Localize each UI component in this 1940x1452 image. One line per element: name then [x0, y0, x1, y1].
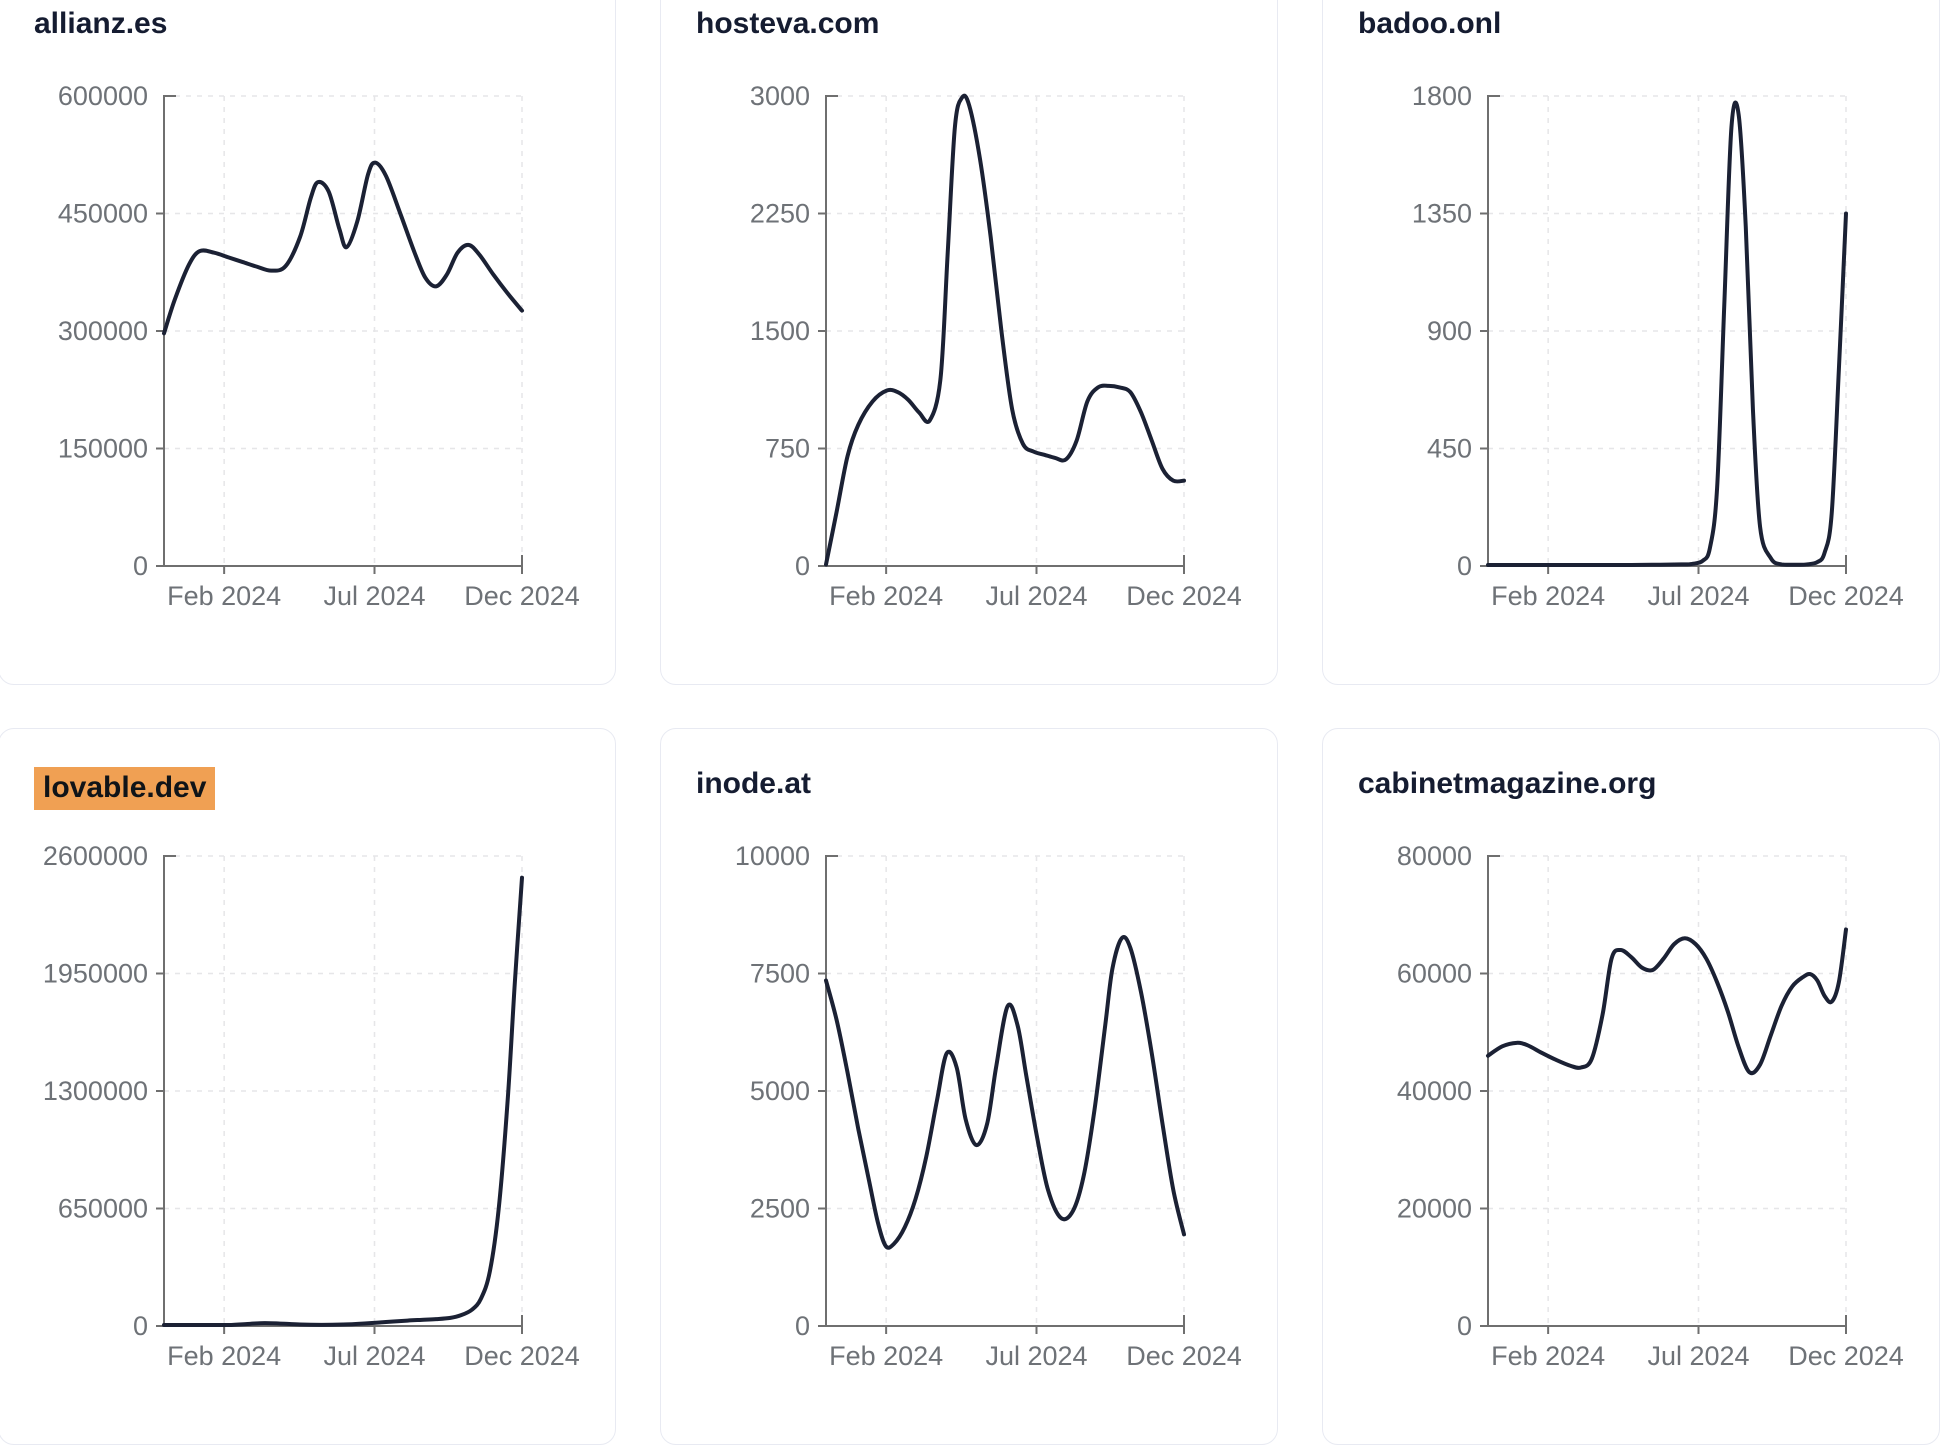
chart-title: lovable.dev: [34, 767, 216, 810]
svg-text:650000: 650000: [58, 1194, 148, 1224]
svg-text:0: 0: [133, 551, 148, 581]
chart-card-cabinetmagazine: cabinetmagazine.org 0 20000 40000 60000 8000…: [1322, 728, 1940, 1445]
svg-text:2500: 2500: [750, 1194, 810, 1224]
svg-text:0: 0: [795, 1311, 810, 1341]
svg-text:0: 0: [133, 1311, 148, 1341]
svg-text:1800: 1800: [1412, 81, 1472, 111]
svg-text:450000: 450000: [58, 199, 148, 229]
svg-text:Jul 2024: Jul 2024: [323, 1341, 425, 1371]
chart-card-badoo: badoo.onl 0 450 900 1350 1800 Feb 2024 Jul 202…: [1322, 0, 1940, 685]
svg-text:Feb 2024: Feb 2024: [167, 1341, 281, 1371]
chart-title: allianz.es: [34, 7, 168, 40]
svg-text:80000: 80000: [1397, 841, 1472, 871]
svg-text:Dec 2024: Dec 2024: [1126, 581, 1242, 611]
chart-title: cabinetmagazine.org: [1358, 767, 1657, 800]
chart-card-hosteva: hosteva.com 0 750 1500 2250 3000 Feb 2024 Jul …: [660, 0, 1278, 685]
svg-text:60000: 60000: [1397, 959, 1472, 989]
svg-text:Jul 2024: Jul 2024: [985, 1341, 1087, 1371]
svg-text:Jul 2024: Jul 2024: [1647, 581, 1749, 611]
svg-text:Jul 2024: Jul 2024: [323, 581, 425, 611]
svg-text:Feb 2024: Feb 2024: [829, 581, 943, 611]
svg-text:2250: 2250: [750, 199, 810, 229]
svg-text:1950000: 1950000: [43, 959, 148, 989]
svg-text:10000: 10000: [735, 841, 810, 871]
svg-text:Feb 2024: Feb 2024: [167, 581, 281, 611]
chart-card-lovable: lovable.dev 0 650000 1300000 1950000 2600000…: [0, 728, 616, 1445]
svg-text:Jul 2024: Jul 2024: [1647, 1341, 1749, 1371]
svg-text:2600000: 2600000: [43, 841, 148, 871]
line-chart: 0 650000 1300000 1950000 2600000 Feb 2024 Jul …: [43, 841, 580, 1371]
svg-text:Dec 2024: Dec 2024: [464, 581, 580, 611]
line-chart: 0 2500 5000 7500 10000 Feb 2024 Jul 2024 Dec 20…: [735, 841, 1242, 1371]
svg-text:40000: 40000: [1397, 1076, 1472, 1106]
line-chart: 0 20000 40000 60000 80000 Feb 2024 Jul 2024 Dec…: [1397, 841, 1904, 1371]
svg-text:Feb 2024: Feb 2024: [1491, 581, 1605, 611]
svg-text:450: 450: [1427, 434, 1472, 464]
svg-text:1500: 1500: [750, 316, 810, 346]
svg-text:7500: 7500: [750, 959, 810, 989]
line-chart: 0 450 900 1350 1800 Feb 2024 Jul 2024 Dec 2024: [1412, 81, 1904, 611]
chart-card-allianz: allianz.es 0 150000 300000 450000 600000 Feb …: [0, 0, 616, 685]
line-chart: 0 750 1500 2250 3000 Feb 2024 Jul 2024 Dec 2024: [750, 81, 1242, 611]
svg-text:600000: 600000: [58, 81, 148, 111]
svg-text:0: 0: [795, 551, 810, 581]
svg-text:150000: 150000: [58, 434, 148, 464]
svg-text:Dec 2024: Dec 2024: [1788, 581, 1904, 611]
svg-text:Jul 2024: Jul 2024: [985, 581, 1087, 611]
svg-text:0: 0: [1457, 1311, 1472, 1341]
chart-title: badoo.onl: [1358, 7, 1502, 40]
svg-text:Dec 2024: Dec 2024: [464, 1341, 580, 1371]
svg-text:750: 750: [765, 434, 810, 464]
svg-text:300000: 300000: [58, 316, 148, 346]
svg-text:0: 0: [1457, 551, 1472, 581]
svg-text:1350: 1350: [1412, 199, 1472, 229]
chart-title: inode.at: [696, 767, 812, 800]
svg-text:Feb 2024: Feb 2024: [1491, 1341, 1605, 1371]
svg-text:3000: 3000: [750, 81, 810, 111]
svg-text:Dec 2024: Dec 2024: [1788, 1341, 1904, 1371]
svg-text:5000: 5000: [750, 1076, 810, 1106]
chart-title: hosteva.com: [696, 7, 880, 40]
chart-card-inode: inode.at 0 2500 5000 7500 10000 Feb 2024 Jul 2…: [660, 728, 1278, 1445]
svg-text:Dec 2024: Dec 2024: [1126, 1341, 1242, 1371]
svg-text:1300000: 1300000: [43, 1076, 148, 1106]
svg-text:Feb 2024: Feb 2024: [829, 1341, 943, 1371]
line-chart: 0 150000 300000 450000 600000 Feb 2024 Jul 202…: [58, 81, 580, 611]
svg-text:900: 900: [1427, 316, 1472, 346]
svg-text:20000: 20000: [1397, 1194, 1472, 1224]
